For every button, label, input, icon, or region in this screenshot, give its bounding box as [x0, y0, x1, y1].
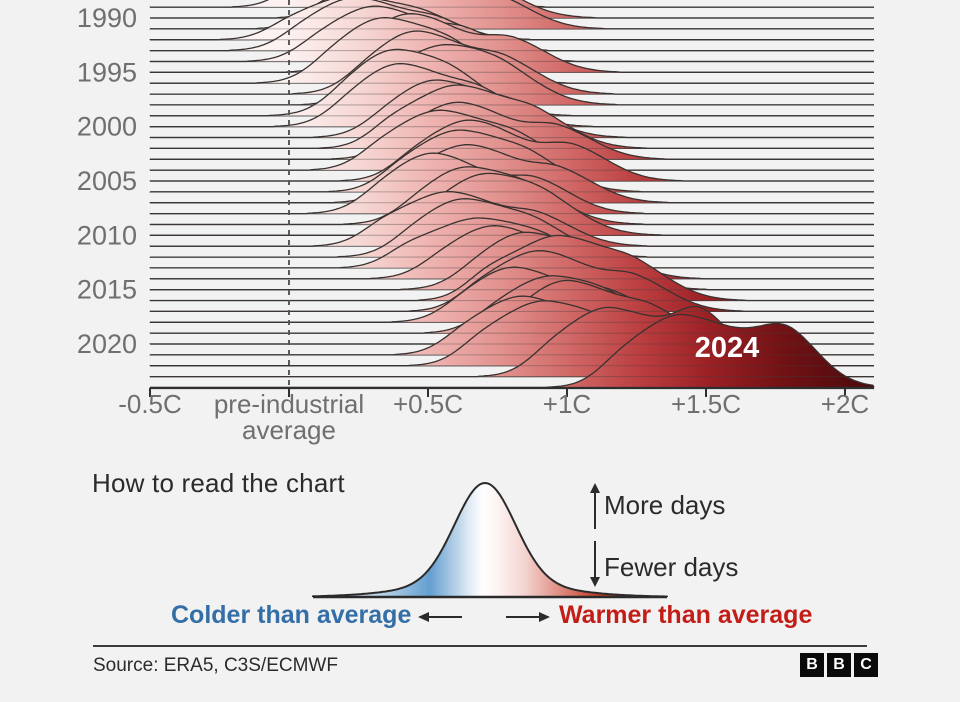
footer-divider: [93, 645, 867, 647]
year-label: 2020: [77, 329, 137, 359]
x-tick-label: +0.5C: [393, 389, 463, 419]
year-label: 2000: [77, 112, 137, 142]
bbc-logo-block: B: [800, 653, 824, 677]
fewer-days-label: Fewer days: [604, 552, 739, 582]
bbc-logo-block: C: [854, 653, 878, 677]
howto-title: How to read the chart: [92, 468, 345, 498]
fewer-days-arrow-icon: [590, 541, 600, 587]
bbc-logo-block: B: [827, 653, 851, 677]
year-label: 2015: [77, 275, 137, 305]
year-label: 2005: [77, 166, 137, 196]
x-tick-label: +1.5C: [671, 389, 741, 419]
colder-direction-arrow-icon: [418, 612, 462, 622]
annotation-2024: 2024: [695, 332, 760, 364]
more-days-label: More days: [604, 490, 726, 520]
x-tick-label: -0.5C: [118, 389, 182, 419]
colder-than-average-label: Colder than average: [171, 601, 412, 629]
warmer-direction-arrow-icon: [506, 612, 550, 622]
howto-bell-curve: [312, 482, 668, 599]
warmer-than-average-label: Warmer than average: [559, 601, 813, 629]
source-credit: Source: ERA5, C3S/ECMWF: [93, 655, 338, 676]
x-tick-label: average: [242, 415, 336, 445]
x-tick-label: pre-industrial: [214, 389, 364, 419]
year-label: 1990: [77, 3, 137, 33]
x-tick-label: +2C: [821, 389, 869, 419]
more-days-arrow-icon: [590, 483, 600, 529]
x-tick-label: +1C: [543, 389, 591, 419]
year-label: 1995: [77, 57, 137, 87]
year-label: 2010: [77, 220, 137, 250]
